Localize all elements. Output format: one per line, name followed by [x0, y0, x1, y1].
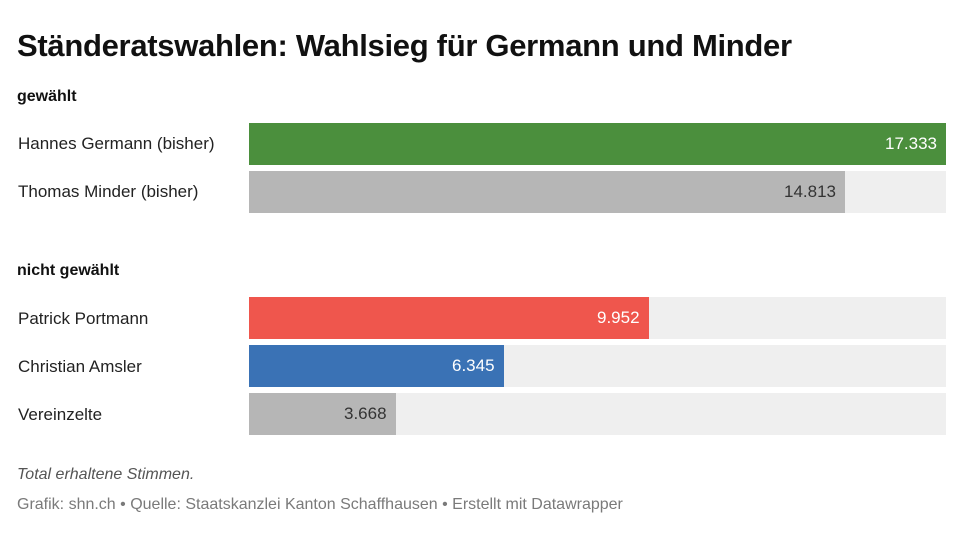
- bar-track-portmann: 9.952: [249, 297, 946, 339]
- group-title-gewaehlt: gewählt: [17, 88, 77, 105]
- group-title-nicht-gewaehlt: nicht gewählt: [17, 262, 120, 279]
- chart-note: Total erhaltene Stimmen.: [17, 466, 195, 483]
- bar-vereinzelte: [249, 393, 396, 435]
- bar-track-amsler: 6.345: [249, 345, 946, 387]
- bar-minder: [249, 171, 845, 213]
- chart-title: Ständeratswahlen: Wahlsieg für Germann u…: [17, 28, 792, 63]
- row-label-vereinzelte: Vereinzelte: [18, 405, 103, 424]
- bar-track-vereinzelte: 3.668: [249, 393, 946, 435]
- bar-germann: [249, 123, 946, 165]
- row-label-amsler: Christian Amsler: [18, 357, 142, 376]
- row-label-portmann: Patrick Portmann: [18, 309, 149, 328]
- bar-value-portmann: 9.952: [597, 308, 640, 327]
- bar-amsler: [249, 345, 504, 387]
- bar-track-minder: 14.813: [249, 171, 946, 213]
- bar-track-germann: 17.333: [249, 123, 946, 165]
- bar-value-minder: 14.813: [784, 182, 836, 201]
- bar-value-vereinzelte: 3.668: [344, 404, 387, 423]
- row-label-germann: Hannes Germann (bisher): [18, 134, 215, 153]
- row-label-minder: Thomas Minder (bisher): [18, 182, 199, 201]
- bar-value-germann: 17.333: [885, 134, 937, 153]
- bar-portmann: [249, 297, 649, 339]
- chart-footer: Grafik: shn.ch • Quelle: Staatskanzlei K…: [17, 496, 623, 513]
- bar-value-amsler: 6.345: [452, 356, 495, 375]
